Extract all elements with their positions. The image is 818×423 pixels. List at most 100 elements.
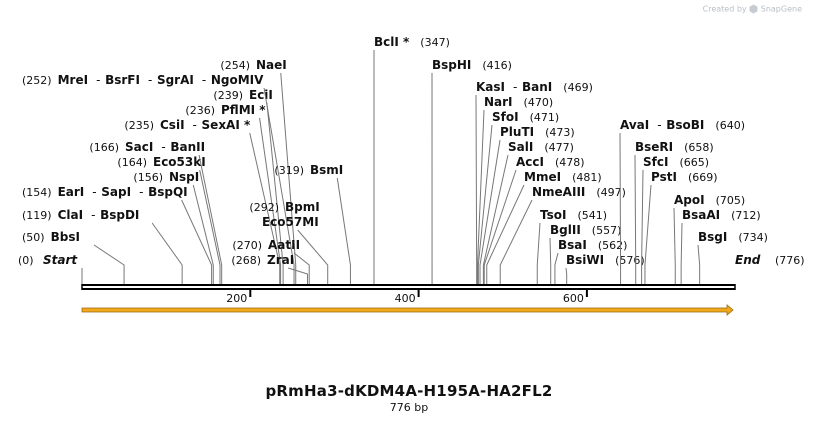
plasmid-size: 776 bp	[389, 401, 429, 414]
site-position: (473)	[545, 126, 575, 139]
site-enzyme-name: ApoI	[674, 193, 705, 207]
site-leader-line	[554, 252, 559, 284]
site-name-separator: -	[96, 73, 100, 87]
site-enzyme-name: BanI	[522, 80, 552, 94]
site-leader-line	[499, 199, 533, 284]
site-position: (119)	[22, 209, 52, 222]
site-position: (319)	[274, 164, 304, 177]
site-name-separator: -	[148, 73, 152, 87]
site-enzyme-name: EarI	[58, 185, 85, 199]
site-leader-line	[199, 169, 221, 284]
site-leader-line	[477, 109, 485, 284]
site-leader-line	[619, 132, 622, 284]
site-leader-line	[249, 132, 281, 284]
site-position: (576)	[615, 254, 645, 267]
site-enzyme-name: SgrAI	[157, 73, 194, 87]
site-enzyme-name: AatII	[268, 238, 300, 252]
site-position: (469)	[563, 81, 593, 94]
site-position: (270)	[232, 239, 262, 252]
site-enzyme-name: BsoBI	[666, 118, 704, 132]
site-position: (478)	[555, 156, 585, 169]
site-leader-line	[198, 154, 223, 284]
site-leader-line	[697, 244, 701, 284]
site-leader-line	[475, 94, 478, 284]
site-leader-line	[673, 207, 676, 284]
site-enzyme-name: PluTI	[500, 125, 534, 139]
site-leader-line	[192, 184, 214, 284]
site-name-separator: -	[139, 185, 143, 199]
site-name-separator: -	[92, 185, 96, 199]
site-enzyme-name: NspI	[169, 170, 199, 184]
end-position: (776)	[775, 254, 805, 267]
site-leader-line	[263, 87, 295, 284]
site-enzyme-name: NgoMIV	[211, 73, 264, 87]
site-leader-line	[266, 102, 284, 284]
end-label: End	[735, 253, 761, 267]
site-position: (292)	[249, 201, 279, 214]
site-position: (734)	[738, 231, 768, 244]
site-leader-line	[565, 267, 568, 284]
credit-brand: SnapGene	[760, 4, 802, 14]
site-enzyme-name: SexAI *	[202, 118, 251, 132]
site-leader-line	[93, 244, 125, 284]
linear-map-svg: 200 400 600 (0) Start End (776) (50) BbsI (119) Cl…	[18, 35, 805, 316]
site-leader-line	[644, 184, 652, 284]
site-enzyme-name: PstI	[651, 170, 677, 184]
site-enzyme-name: EciI	[249, 88, 273, 102]
site-position: (658)	[684, 141, 714, 154]
plasmid-title: pRmHa3-dKDM4A-H195A-HA2FL2	[265, 382, 553, 400]
site-enzyme-name: BsmI	[310, 163, 343, 177]
site-enzyme-name: ZraI	[267, 253, 294, 267]
site-position: (416)	[482, 59, 512, 72]
site-enzyme-name: KasI	[476, 80, 505, 94]
site-position: (541)	[577, 209, 607, 222]
site-enzyme-name: BsgI	[698, 230, 727, 244]
site-enzyme-name: SapI	[101, 185, 131, 199]
site-enzyme-name: Eco53kI	[153, 155, 206, 169]
site-enzyme-name: BsaAI	[682, 208, 720, 222]
site-enzyme-name: NmeAIII	[532, 185, 585, 199]
site-leader-line	[297, 229, 329, 284]
site-position: (669)	[688, 171, 718, 184]
site-position: (235)	[124, 119, 154, 132]
site-position: (481)	[572, 171, 602, 184]
site-leader-line	[479, 139, 501, 284]
site-leader-line	[280, 72, 297, 284]
site-enzyme-name: BseRI	[635, 140, 673, 154]
site-enzyme-name: AvaI	[620, 118, 649, 132]
snapgene-credit: Created by SnapGene	[703, 4, 802, 14]
site-position: (497)	[596, 186, 626, 199]
ruler-tick-label: 600	[563, 292, 584, 305]
site-enzyme-name: SalI	[508, 140, 533, 154]
site-position: (557)	[592, 224, 622, 237]
site-enzyme-name: NarI	[484, 95, 513, 109]
site-name-separator: -	[513, 80, 517, 94]
site-enzyme-name: PflMI *	[221, 103, 266, 117]
site-leader-line	[536, 222, 541, 284]
start-label: Start	[43, 253, 78, 267]
site-enzyme-name: BsaI	[558, 238, 587, 252]
site-name-separator: -	[161, 140, 165, 154]
site-leader-line	[477, 124, 493, 284]
site-leader-line	[482, 154, 509, 284]
site-leader-line	[336, 177, 351, 284]
site-enzyme-name: MmeI	[524, 170, 561, 184]
site-enzyme-name: SfoI	[492, 110, 519, 124]
site-leader-line	[680, 222, 683, 284]
site-name-separator: -	[193, 118, 197, 132]
site-position: (254)	[220, 59, 250, 72]
site-leader-line	[634, 154, 637, 284]
site-position: (156)	[133, 171, 163, 184]
site-position: (477)	[544, 141, 574, 154]
site-leader-line	[486, 184, 525, 284]
site-position: (268)	[231, 254, 261, 267]
site-enzyme-name: SfcI	[643, 155, 668, 169]
site-position: (562)	[598, 239, 628, 252]
site-position: (239)	[213, 89, 243, 102]
site-name-separator: -	[91, 208, 95, 222]
site-position: (236)	[185, 104, 215, 117]
site-position: (164)	[117, 156, 147, 169]
site-position: (50)	[22, 231, 45, 244]
site-leader-line	[151, 222, 183, 284]
